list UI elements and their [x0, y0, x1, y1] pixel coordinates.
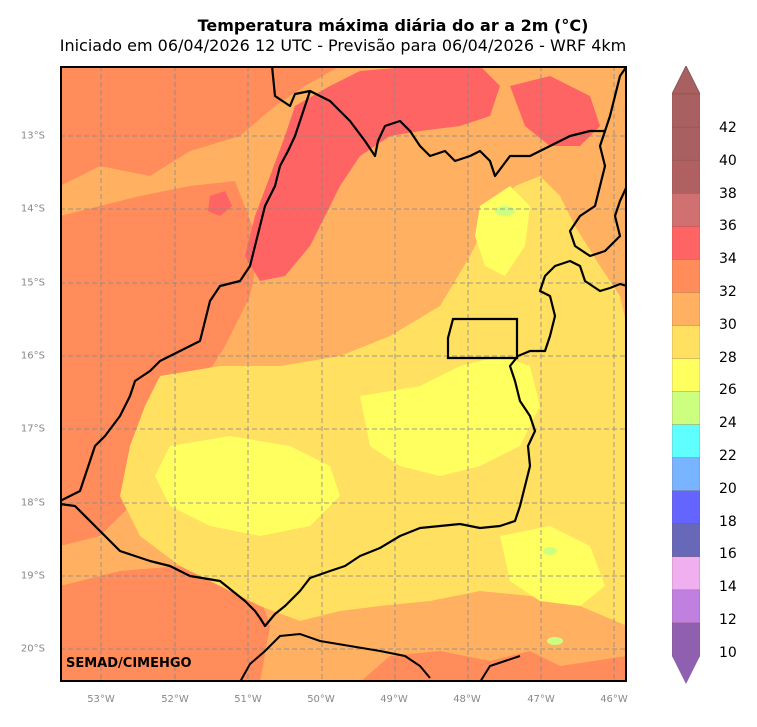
- colorbar-tick-label: 26: [719, 382, 737, 399]
- south-boundary: [239, 632, 521, 682]
- colorbar-band: [671, 523, 701, 558]
- lat-label: 18°S: [20, 497, 45, 509]
- colorbar-band: [671, 226, 701, 260]
- colorbar-tick-label: 18: [719, 513, 737, 530]
- colorbar-tick-label: 14: [719, 579, 737, 596]
- colorbar-under-arrow: [672, 656, 700, 684]
- lon-label: 46°W: [600, 694, 628, 705]
- zone-30-north: [375, 116, 480, 306]
- colorbar-band: [671, 424, 701, 459]
- credit-label: SEMAD/CIMEHGO: [66, 656, 192, 671]
- colorbar-band: [671, 589, 701, 624]
- lon-label: 51°W: [234, 694, 262, 705]
- colorbar-tick-label: 32: [719, 284, 737, 300]
- state-boundary: [60, 66, 627, 628]
- colorbar-tick-label: 34: [719, 251, 737, 268]
- colorbar-tick-label: 40: [719, 152, 737, 169]
- colorbar-band: [671, 93, 701, 128]
- zone-32-west: [60, 181, 260, 546]
- lat-label: 19°S: [20, 570, 45, 582]
- map-subtitle: Iniciado em 06/04/2026 12 UTC - Previsão…: [59, 36, 627, 55]
- colorbar-tick-label: 22: [719, 448, 737, 464]
- colorbar-band: [671, 457, 701, 492]
- colorbar-band: [671, 259, 701, 294]
- colorbar-tick-label: 24: [719, 415, 737, 432]
- zone-24-b: [543, 547, 557, 555]
- colorbar-band: [671, 556, 701, 591]
- map-title: Temperatura máxima diária do ar a 2m (°C…: [197, 16, 589, 35]
- lat-label: 20°S: [20, 643, 45, 655]
- df-boundary: [446, 317, 519, 360]
- lat-label: 13°S: [20, 130, 45, 142]
- colorbar-tick-label: 10: [719, 644, 737, 661]
- zone-26-d: [500, 526, 605, 606]
- lat-label: 14°S: [20, 203, 45, 215]
- colorbar-tick-label: 12: [719, 612, 737, 628]
- lat-label: 17°S: [20, 423, 45, 435]
- colorbar: [671, 64, 701, 684]
- lon-label: 53°W: [87, 694, 115, 705]
- colorbar-band: [671, 358, 701, 393]
- zone-32-south: [60, 566, 270, 682]
- colorbar-band: [671, 193, 701, 227]
- colorbar-tick-label: 28: [719, 349, 737, 366]
- colorbar-band: [671, 292, 701, 327]
- lon-label: 48°W: [453, 694, 481, 705]
- colorbar-tick-label: 38: [719, 185, 737, 202]
- lat-label: 15°S: [20, 277, 45, 289]
- zone-24-c: [547, 637, 563, 645]
- zone-34-spot: [208, 191, 232, 216]
- lon-label: 52°W: [161, 694, 189, 705]
- colorbar-tick-label: 42: [719, 120, 737, 136]
- lon-label: 49°W: [380, 694, 408, 705]
- colorbar-tick-label: 20: [719, 480, 737, 497]
- colorbar-band: [671, 159, 701, 194]
- zone-34-ne: [510, 76, 600, 146]
- lat-label: 16°S: [20, 350, 45, 362]
- lon-label: 47°W: [527, 694, 555, 705]
- temperature-map: [60, 66, 627, 682]
- colorbar-band: [671, 325, 701, 360]
- colorbar-tick-label: 36: [719, 218, 737, 235]
- colorbar-band: [671, 126, 701, 161]
- colorbar-band: [671, 622, 701, 657]
- colorbar-over-arrow: [671, 64, 701, 95]
- colorbar-tick-label: 30: [719, 316, 737, 333]
- zone-34-north: [245, 66, 500, 281]
- colorbar-tick-label: 16: [719, 546, 737, 563]
- colorbar-band: [671, 490, 701, 525]
- lat-lon-grid: [60, 66, 627, 682]
- zone-26-b: [360, 356, 540, 476]
- colorbar-svg: [671, 64, 701, 684]
- map-frame: [60, 66, 627, 682]
- colorbar-band: [671, 391, 701, 426]
- lon-label: 50°W: [307, 694, 335, 705]
